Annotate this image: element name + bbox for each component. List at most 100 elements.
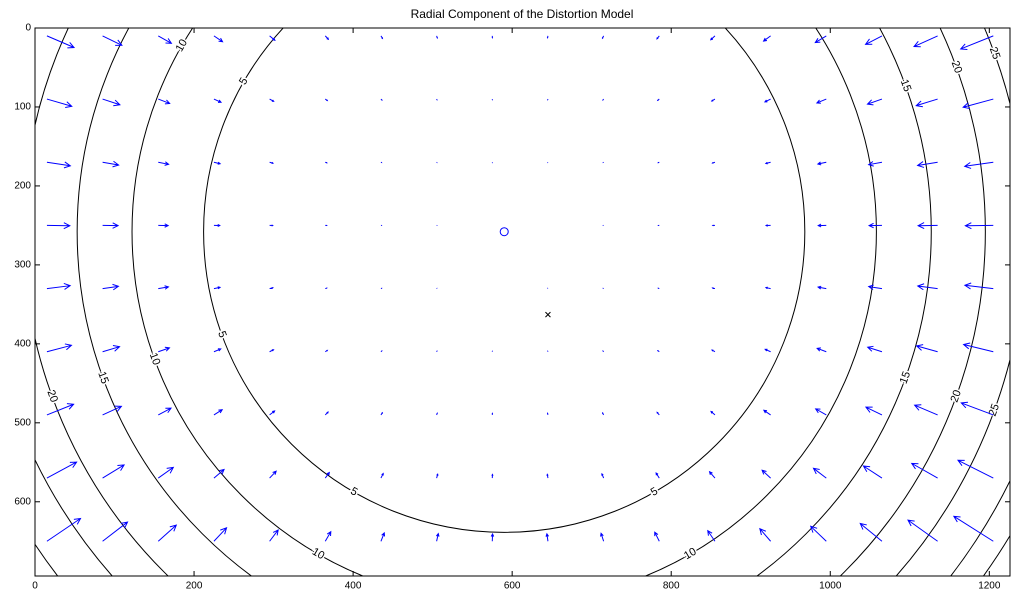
arrow (269, 470, 277, 479)
contour-line (76, 28, 932, 576)
arrow (213, 224, 221, 227)
y-tick-label: 400 (14, 338, 31, 349)
arrow (916, 161, 938, 168)
arrow (102, 283, 120, 291)
arrow (915, 98, 938, 108)
contour-label: 15 (898, 370, 913, 386)
arrow (213, 286, 222, 290)
arrow (867, 222, 882, 229)
contour-line (131, 28, 877, 576)
arrow (324, 98, 329, 102)
arrow (866, 98, 883, 106)
arrow (158, 285, 170, 290)
arrow (759, 527, 772, 542)
arrow (816, 285, 827, 290)
arrow (708, 470, 716, 479)
arrow (269, 224, 274, 227)
arrow (546, 35, 549, 39)
arrow (761, 469, 771, 479)
contour-label: 15 (898, 78, 913, 94)
arrow (158, 407, 173, 416)
x-tick-label: 800 (663, 581, 680, 592)
arrow (952, 515, 994, 542)
arrow (915, 344, 938, 353)
chart-title: Radial Component of the Distortion Model (411, 7, 634, 21)
y-tick-label: 300 (14, 260, 31, 271)
arrow (46, 161, 72, 169)
arrow (435, 532, 440, 542)
arrow (102, 345, 121, 353)
arrow (655, 472, 660, 479)
arrow (102, 222, 120, 229)
arrow (962, 342, 994, 353)
arrow (213, 526, 228, 542)
arrow (962, 98, 994, 110)
arrow (710, 98, 716, 102)
arrow (269, 98, 275, 102)
x-tick-label: 600 (504, 581, 521, 592)
arrow (913, 404, 938, 416)
arrow (762, 35, 771, 42)
arrow (158, 346, 171, 353)
plot-area (34, 27, 1011, 577)
arrow (380, 531, 386, 542)
arrow (602, 350, 605, 353)
arrow (910, 462, 938, 479)
arrow (324, 530, 332, 542)
arrow (102, 35, 123, 46)
arrow (213, 409, 224, 416)
arrow (380, 411, 384, 416)
arrow (46, 222, 71, 230)
arrow (380, 472, 384, 479)
y-tick-label: 600 (14, 496, 31, 507)
contour-label: 10 (147, 351, 162, 367)
arrow (436, 412, 438, 416)
arrow (102, 160, 120, 168)
arrow (816, 347, 827, 353)
arrow (158, 35, 173, 44)
arrow (959, 35, 994, 50)
principal-point (499, 227, 509, 237)
arrow (867, 284, 883, 291)
contour-label: 20 (949, 388, 964, 404)
y-tick-label: 200 (14, 181, 31, 192)
arrow (707, 529, 716, 542)
arrow (436, 35, 438, 40)
y-tick-label: 0 (25, 23, 31, 34)
arrow (380, 98, 383, 101)
arrow (602, 411, 605, 416)
contour-line (203, 28, 806, 533)
arrow (269, 410, 276, 416)
arrow (963, 161, 994, 169)
arrow (964, 222, 994, 230)
arrow (814, 408, 827, 416)
arrow (764, 161, 771, 165)
arrow (324, 35, 330, 41)
image-center (545, 311, 551, 318)
arrow (867, 161, 883, 167)
arrow (546, 412, 549, 416)
arrow (710, 410, 716, 416)
arrow (46, 35, 76, 49)
x-tick-label: 1200 (978, 581, 1001, 592)
arrow (491, 412, 494, 415)
arrow (158, 98, 171, 105)
arrow (711, 224, 715, 227)
arrow (269, 349, 275, 353)
arrow (711, 161, 716, 164)
arrow (763, 98, 771, 103)
arrow (213, 98, 223, 103)
arrow (815, 98, 827, 104)
contour-label: 25 (987, 45, 1002, 61)
arrow (762, 409, 771, 416)
arrow (601, 472, 605, 479)
arrow (656, 35, 660, 40)
arrow (102, 405, 123, 416)
arrow (157, 466, 175, 479)
arrow (325, 287, 328, 290)
y-tick-label: 500 (14, 417, 31, 428)
arrow (917, 222, 938, 230)
arrow (864, 35, 883, 45)
arrow (269, 286, 274, 290)
